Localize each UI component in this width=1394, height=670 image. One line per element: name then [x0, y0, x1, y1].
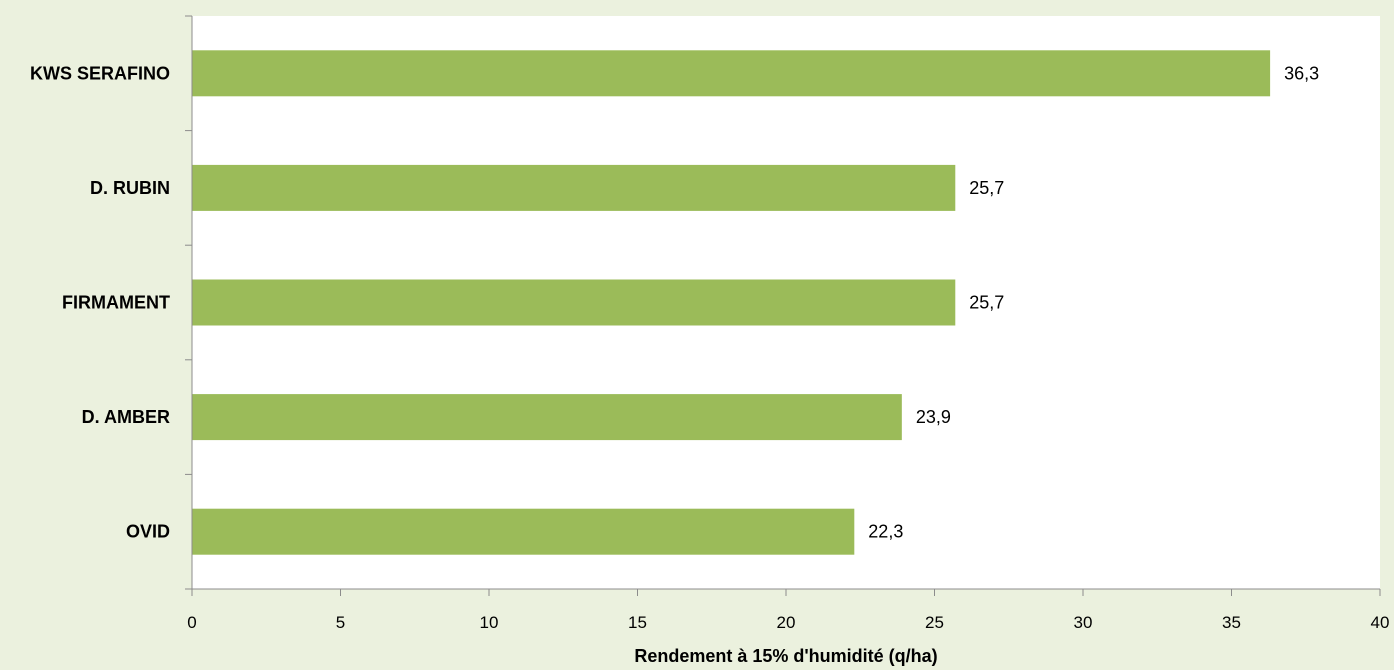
bar-5	[192, 508, 855, 555]
category-label-3: FIRMAMENT	[62, 293, 170, 313]
category-label-5: OVID	[126, 522, 170, 542]
bars-group	[192, 50, 1271, 555]
data-label-2: 25,7	[969, 178, 1004, 198]
category-label-1: KWS SERAFINO	[30, 63, 170, 83]
data-label-5: 22,3	[868, 522, 903, 542]
x-axis-title: Rendement à 15% d'humidité (q/ha)	[634, 646, 937, 666]
category-labels-group: KWS SERAFINO D. RUBIN FIRMAMENT D. AMBER OVI…	[30, 63, 170, 541]
category-label-4: D. AMBER	[82, 407, 170, 427]
x-tick-label-30: 30	[1074, 613, 1093, 632]
x-tick-label-40: 40	[1371, 613, 1390, 632]
data-label-3: 25,7	[969, 293, 1004, 313]
x-tick-labels-group: 0 5 10 15 20 25 30 35 40	[187, 613, 1389, 632]
x-tick-label-35: 35	[1222, 613, 1241, 632]
data-labels-group: 36,3 25,7 25,7 23,9 22,3	[868, 63, 1319, 541]
x-tick-label-15: 15	[628, 613, 647, 632]
x-tick-label-5: 5	[336, 613, 345, 632]
x-tick-label-25: 25	[925, 613, 944, 632]
x-tick-label-0: 0	[187, 613, 196, 632]
axes-group	[185, 15, 1381, 596]
x-tick-label-10: 10	[480, 613, 499, 632]
category-label-2: D. RUBIN	[90, 178, 170, 198]
data-label-1: 36,3	[1284, 63, 1319, 83]
bar-1	[192, 50, 1271, 97]
x-tick-label-20: 20	[777, 613, 796, 632]
bar-4	[192, 394, 902, 441]
bar-2	[192, 164, 956, 211]
bar-3	[192, 279, 956, 326]
data-label-4: 23,9	[916, 407, 951, 427]
